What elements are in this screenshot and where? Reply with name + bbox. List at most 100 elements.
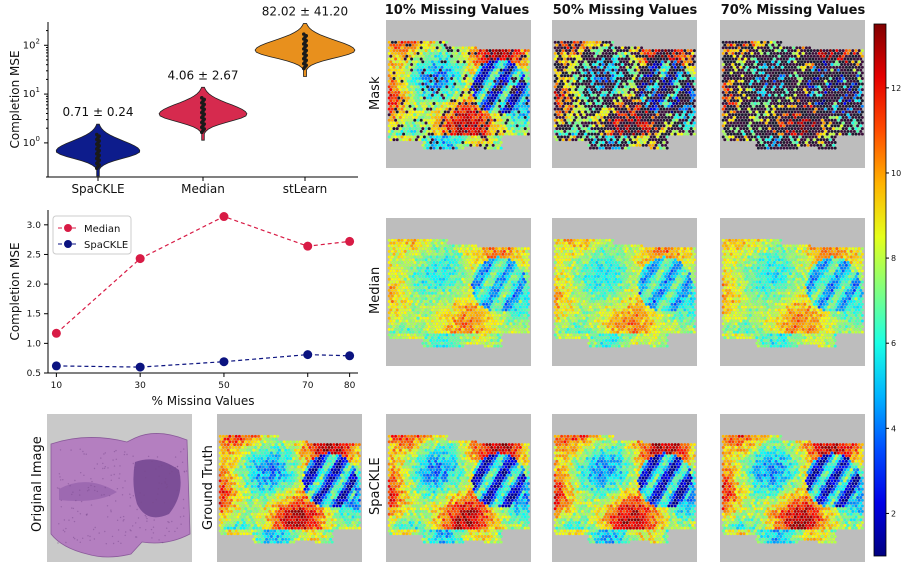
spot: [778, 44, 781, 47]
spot: [666, 119, 669, 122]
spot: [466, 60, 469, 63]
spot: [735, 85, 738, 88]
spot: [819, 110, 822, 113]
spot: [831, 97, 834, 100]
spot: [728, 119, 731, 122]
spot: [831, 141, 834, 144]
spot: [735, 41, 738, 44]
spot: [818, 135, 821, 138]
spot: [611, 85, 614, 88]
spot: [647, 74, 650, 77]
spot: [571, 88, 574, 91]
spot: [853, 91, 856, 94]
spot: [567, 124, 570, 127]
spot: [752, 99, 755, 102]
spot: [666, 102, 669, 105]
spot: [618, 63, 621, 66]
spot: [466, 94, 469, 97]
spot: [573, 119, 576, 122]
spot: [803, 60, 806, 63]
spot: [683, 66, 686, 69]
spot: [627, 69, 630, 72]
spot: [771, 138, 774, 141]
spot: [603, 71, 606, 74]
spot: [429, 58, 432, 61]
spot: [741, 124, 744, 127]
spot: [642, 122, 645, 125]
spot: [485, 127, 488, 130]
spot: [492, 88, 495, 91]
spot: [789, 108, 792, 111]
spot: [597, 105, 600, 108]
spot: [575, 127, 578, 130]
spot: [803, 88, 806, 91]
spot: [626, 116, 629, 119]
spot: [407, 97, 410, 100]
spot: [474, 74, 477, 77]
spot: [439, 135, 442, 138]
spot: [391, 250, 394, 253]
spot: [770, 85, 773, 88]
spot: [391, 135, 394, 138]
spot: [786, 141, 789, 144]
spot: [778, 144, 781, 147]
spot: [449, 119, 452, 122]
spot: [856, 69, 859, 72]
spot: [497, 52, 500, 55]
spot: [632, 105, 635, 108]
spot: [405, 133, 408, 136]
spot: [557, 63, 560, 66]
spot: [632, 127, 635, 130]
spot: [799, 52, 802, 55]
spot: [669, 97, 672, 100]
spot: [412, 60, 415, 63]
spot: [754, 97, 757, 100]
spot: [394, 80, 397, 83]
spot: [675, 58, 678, 61]
spot: [399, 247, 402, 250]
y-tick-label: 1.0: [27, 339, 42, 349]
spot: [685, 102, 688, 105]
spot: [583, 52, 586, 55]
spot: [505, 110, 508, 113]
spot: [648, 55, 651, 58]
spot: [584, 116, 587, 119]
spot: [613, 122, 616, 125]
spot: [389, 122, 392, 125]
spot: [469, 94, 472, 97]
spot: [722, 108, 725, 111]
spot: [514, 105, 517, 108]
spot: [586, 124, 589, 127]
spot: [747, 63, 750, 66]
spot: [503, 102, 506, 105]
spot: [618, 58, 621, 61]
spot: [495, 77, 498, 80]
spot: [449, 135, 452, 138]
spot: [795, 147, 798, 150]
spot: [818, 119, 821, 122]
spot: [410, 41, 413, 44]
spot: [521, 133, 524, 136]
spot: [453, 133, 456, 136]
spot: [497, 141, 500, 144]
spot: [693, 110, 696, 113]
spot: [659, 141, 662, 144]
spot: [661, 105, 664, 108]
spot: [587, 110, 590, 113]
spot: [519, 130, 522, 133]
spot: [441, 105, 444, 108]
spot: [727, 99, 730, 102]
spot: [417, 58, 420, 61]
spot: [845, 133, 848, 136]
spot: [658, 116, 661, 119]
spot: [583, 74, 586, 77]
spot: [571, 110, 574, 113]
spot: [428, 60, 431, 63]
spot: [802, 108, 805, 111]
spot: [559, 133, 562, 136]
spot: [805, 85, 808, 88]
x-tick-label: 50: [218, 381, 230, 391]
spot: [563, 102, 566, 105]
spot: [437, 247, 440, 250]
spot: [783, 91, 786, 94]
